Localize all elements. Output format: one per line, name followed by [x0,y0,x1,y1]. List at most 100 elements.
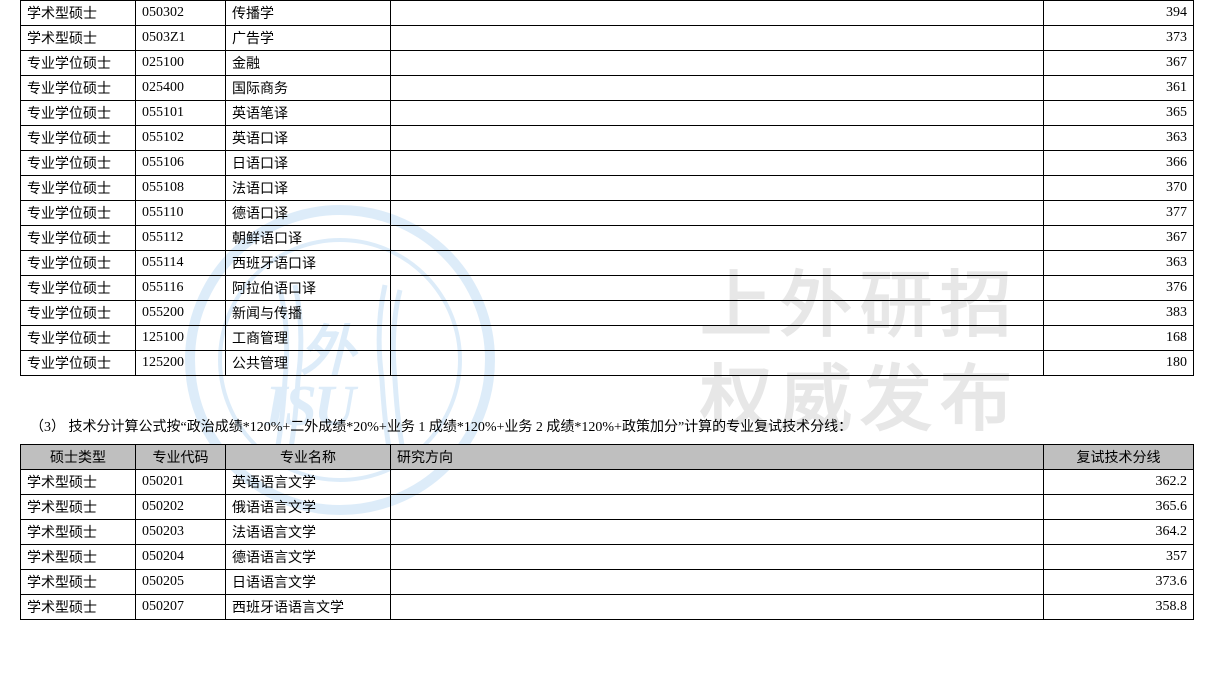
cell-name: 朝鲜语口译 [226,226,391,251]
cell-name: 法语语言文学 [226,520,391,545]
cell-name: 德语语言文学 [226,545,391,570]
cell-type: 专业学位硕士 [21,326,136,351]
cell-code: 050205 [136,570,226,595]
cell-score: 377 [1044,201,1194,226]
header-type: 硕士类型 [21,445,136,470]
header-name: 专业名称 [226,445,391,470]
table-row: 专业学位硕士025100金融 367 [21,51,1194,76]
cell-score: 367 [1044,226,1194,251]
table-2: 硕士类型 专业代码 专业名称 研究方向 复试技术分线 学术型硕士050201英语… [20,444,1194,620]
cell-direction [391,326,1044,351]
cell-type: 专业学位硕士 [21,201,136,226]
cell-code: 055101 [136,101,226,126]
cell-name: 英语语言文学 [226,470,391,495]
cell-direction [391,251,1044,276]
cell-name: 英语口译 [226,126,391,151]
cell-code: 055110 [136,201,226,226]
cell-name: 日语语言文学 [226,570,391,595]
cell-code: 055106 [136,151,226,176]
cell-score: 364.2 [1044,520,1194,545]
cell-code: 055112 [136,226,226,251]
cell-name: 阿拉伯语口译 [226,276,391,301]
cell-type: 专业学位硕士 [21,51,136,76]
cell-name: 日语口译 [226,151,391,176]
cell-score: 361 [1044,76,1194,101]
cell-direction [391,1,1044,26]
cell-direction [391,176,1044,201]
cell-name: 西班牙语语言文学 [226,595,391,620]
cell-score: 362.2 [1044,470,1194,495]
cell-name: 法语口译 [226,176,391,201]
cell-direction [391,126,1044,151]
content-area: 学术型硕士050302传播学394学术型硕士0503Z1广告学373专业学位硕士… [0,0,1214,620]
cell-score: 367 [1044,51,1194,76]
cell-score: 370 [1044,176,1194,201]
cell-direction [391,520,1044,545]
cell-name: 新闻与传播 [226,301,391,326]
cell-type: 专业学位硕士 [21,176,136,201]
cell-direction [391,51,1044,76]
cell-code: 050204 [136,545,226,570]
cell-name: 工商管理 [226,326,391,351]
table-row: 学术型硕士050202俄语语言文学 365.6 [21,495,1194,520]
section-3-text: （3） 技术分计算公式按“政治成绩*120%+二外成绩*20%+业务 1 成绩*… [20,416,1194,436]
cell-score: 358.8 [1044,595,1194,620]
header-code: 专业代码 [136,445,226,470]
cell-type: 专业学位硕士 [21,101,136,126]
cell-direction [391,470,1044,495]
cell-score: 363 [1044,126,1194,151]
cell-type: 学术型硕士 [21,520,136,545]
cell-name: 德语口译 [226,201,391,226]
cell-direction [391,570,1044,595]
cell-direction [391,151,1044,176]
table-row: 专业学位硕士055200新闻与传播383 [21,301,1194,326]
cell-name: 国际商务 [226,76,391,101]
cell-score: 180 [1044,351,1194,376]
cell-direction [391,101,1044,126]
cell-code: 055200 [136,301,226,326]
table-row: 学术型硕士050201英语语言文学362.2 [21,470,1194,495]
cell-score: 376 [1044,276,1194,301]
table-row: 学术型硕士050205日语语言文学373.6 [21,570,1194,595]
cell-type: 学术型硕士 [21,1,136,26]
cell-type: 专业学位硕士 [21,76,136,101]
cell-type: 学术型硕士 [21,595,136,620]
cell-code: 025400 [136,76,226,101]
table-row: 学术型硕士050302传播学394 [21,1,1194,26]
table-row: 学术型硕士050207西班牙语语言文学358.8 [21,595,1194,620]
cell-name: 金融 [226,51,391,76]
cell-type: 学术型硕士 [21,495,136,520]
cell-score: 363 [1044,251,1194,276]
cell-code: 055102 [136,126,226,151]
table-row: 专业学位硕士055106日语口译366 [21,151,1194,176]
cell-code: 0503Z1 [136,26,226,51]
table-row: 学术型硕士0503Z1广告学373 [21,26,1194,51]
cell-name: 传播学 [226,1,391,26]
table-row: 专业学位硕士055116阿拉伯语口译 376 [21,276,1194,301]
cell-type: 学术型硕士 [21,545,136,570]
cell-code: 055108 [136,176,226,201]
cell-name: 俄语语言文学 [226,495,391,520]
cell-score: 357 [1044,545,1194,570]
table-row: 专业学位硕士055110德语口译 377 [21,201,1194,226]
cell-code: 055116 [136,276,226,301]
cell-direction [391,201,1044,226]
cell-type: 专业学位硕士 [21,251,136,276]
cell-code: 050202 [136,495,226,520]
table-1: 学术型硕士050302传播学394学术型硕士0503Z1广告学373专业学位硕士… [20,0,1194,376]
cell-code: 050201 [136,470,226,495]
table-header-row: 硕士类型 专业代码 专业名称 研究方向 复试技术分线 [21,445,1194,470]
cell-name: 公共管理 [226,351,391,376]
cell-code: 125100 [136,326,226,351]
cell-score: 373.6 [1044,570,1194,595]
cell-type: 专业学位硕士 [21,126,136,151]
cell-score: 365.6 [1044,495,1194,520]
cell-type: 专业学位硕士 [21,276,136,301]
cell-code: 025100 [136,51,226,76]
cell-code: 055114 [136,251,226,276]
cell-score: 366 [1044,151,1194,176]
table-row: 专业学位硕士055101英语笔译365 [21,101,1194,126]
cell-name: 广告学 [226,26,391,51]
cell-name: 西班牙语口译 [226,251,391,276]
table-row: 专业学位硕士125200公共管理180 [21,351,1194,376]
